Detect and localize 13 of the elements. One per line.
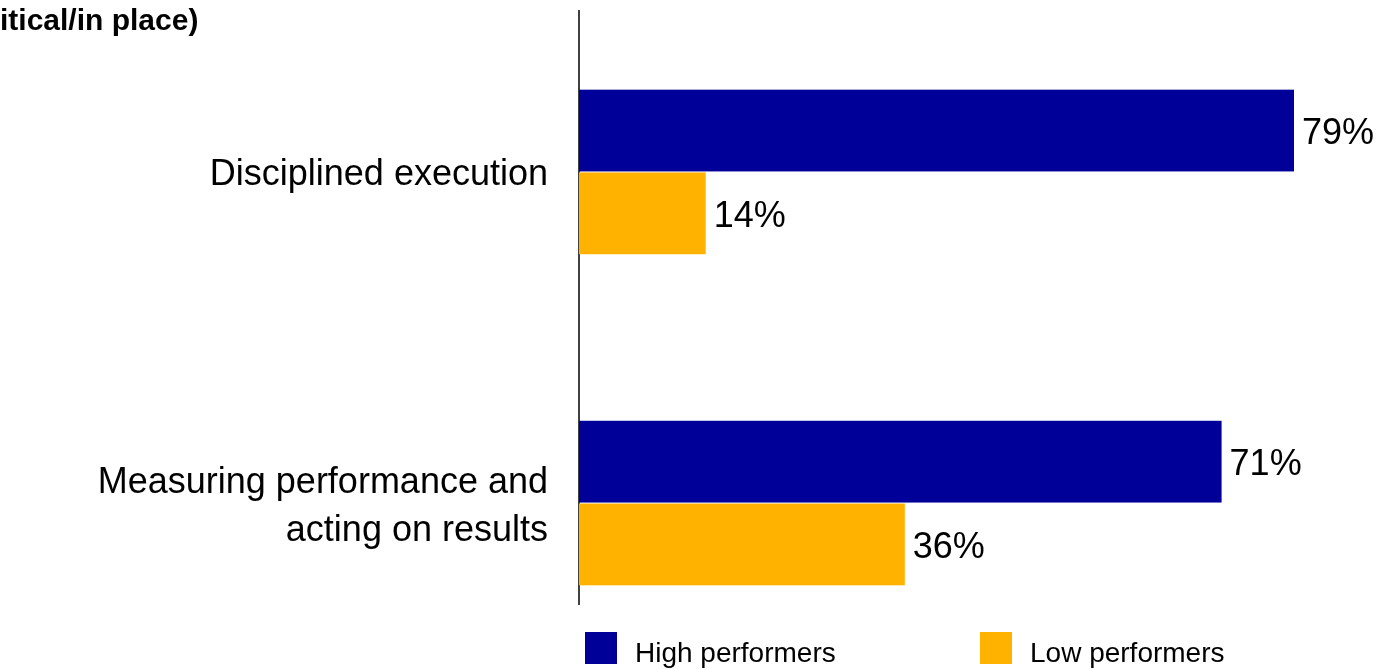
legend-label: High performers bbox=[635, 637, 836, 668]
text: itical/in place) bbox=[0, 3, 199, 36]
bar bbox=[579, 420, 1222, 503]
legend-label: Low performers bbox=[1030, 637, 1225, 668]
data-label: 71% bbox=[1229, 442, 1302, 484]
data-label: 79% bbox=[1302, 111, 1375, 153]
data-label: 14% bbox=[713, 193, 786, 235]
bar bbox=[579, 503, 905, 586]
bar bbox=[579, 89, 1294, 172]
y-tick-label: Measuring performance and acting on results bbox=[97, 459, 548, 549]
y-tick-label: Disciplined execution bbox=[209, 152, 548, 194]
bar bbox=[579, 172, 706, 255]
data-label: 36% bbox=[912, 524, 985, 566]
